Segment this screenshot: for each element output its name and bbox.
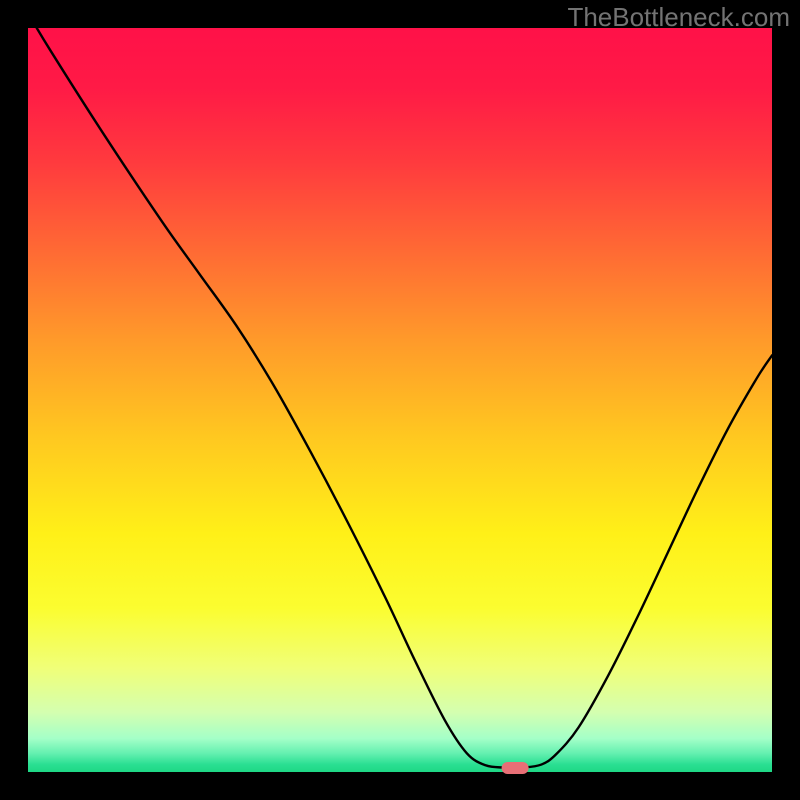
stage: TheBottleneck.com (0, 0, 800, 800)
bottleneck-curve-path (28, 28, 772, 768)
bottleneck-curve-svg (28, 28, 772, 772)
branding-watermark: TheBottleneck.com (567, 2, 790, 33)
plot-area (28, 28, 772, 772)
optimal-marker (502, 762, 529, 774)
